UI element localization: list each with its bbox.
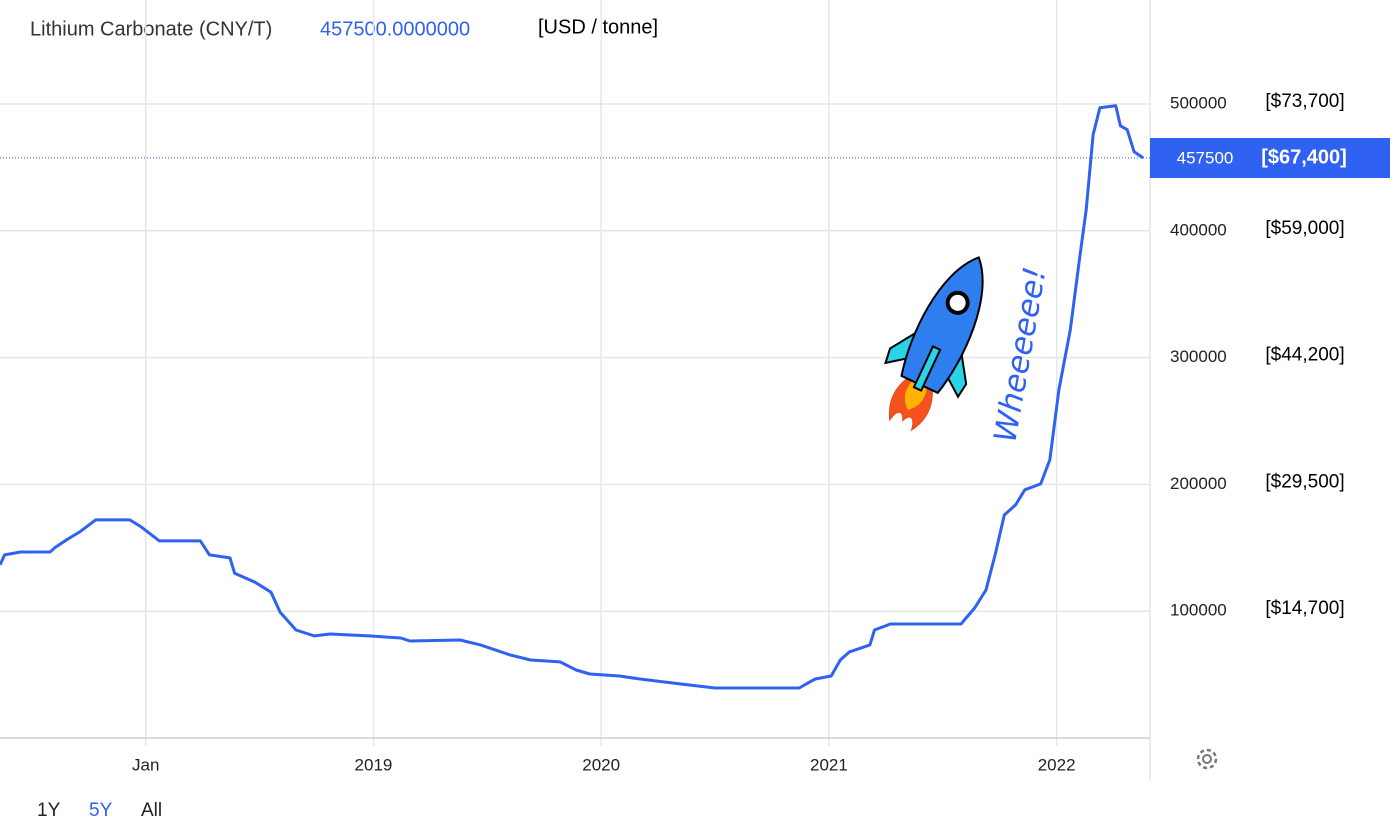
y-usd-label: [$14,700] (1265, 598, 1344, 619)
range-button[interactable]: 5Y (89, 800, 113, 821)
y-tick-label: 500000 (1170, 93, 1227, 112)
last-value-header: 457500.0000000 (320, 18, 470, 40)
settings-icon[interactable] (1196, 748, 1218, 770)
range-button[interactable]: 1Y (37, 800, 61, 821)
y-usd-label: [$29,500] (1265, 471, 1344, 492)
y-tick-label: 300000 (1170, 347, 1227, 366)
last-value-tag-label: 457500 (1177, 148, 1234, 167)
y-tick-label: 200000 (1170, 474, 1227, 493)
y-usd-label: [$44,200] (1265, 345, 1344, 366)
price-line (0, 104, 1145, 690)
last-value-tag (1150, 138, 1390, 178)
x-tick-label: 2022 (1038, 755, 1076, 774)
chart-title: Lithium Carbonate (CNY/T) (30, 18, 272, 40)
y-usd-label: [$73,700] (1265, 91, 1344, 112)
x-tick-label: 2020 (582, 755, 620, 774)
rocket-illustration (884, 256, 984, 432)
unit-note: [USD / tonne] (538, 16, 658, 38)
last-value-usd-label: [$67,400] (1261, 146, 1347, 168)
y-tick-label: 100000 (1170, 601, 1227, 620)
x-tick-label: 2019 (355, 755, 393, 774)
y-usd-label: [$59,000] (1265, 218, 1344, 239)
x-tick-label: 2021 (810, 755, 848, 774)
y-tick-label: 400000 (1170, 220, 1227, 239)
range-button[interactable]: All (141, 800, 162, 821)
annotation: Wheeeeee! (987, 264, 1053, 445)
x-tick-label: Jan (132, 755, 159, 774)
